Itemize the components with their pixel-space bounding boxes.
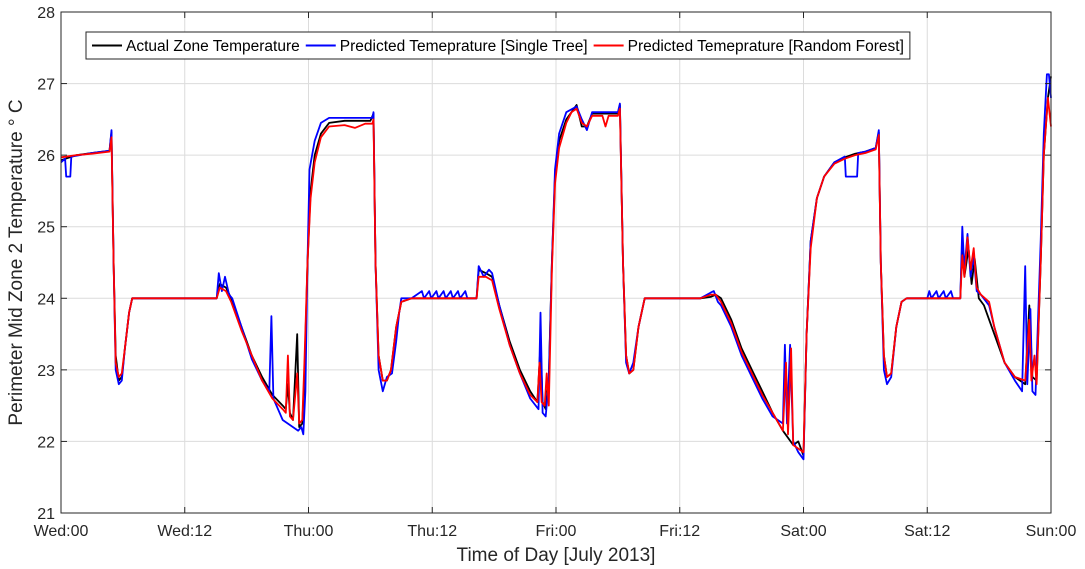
y-tick-label: 28 bbox=[37, 5, 55, 22]
legend-entry-1: Actual Zone Temperature bbox=[126, 38, 300, 55]
x-tick-label: Sat:12 bbox=[904, 523, 950, 540]
x-tick-label: Thu:12 bbox=[407, 523, 457, 540]
x-tick-labels: Wed:00 Wed:12 Thu:00 Thu:12 Fri:00 Fri:12 Sat:… bbox=[34, 523, 1077, 540]
x-tick-label: Thu:00 bbox=[284, 523, 334, 540]
x-tick-label: Sat:00 bbox=[780, 523, 826, 540]
legend-box bbox=[85, 31, 911, 60]
x-tick-label: Wed:12 bbox=[157, 523, 212, 540]
ticks bbox=[60, 11, 1052, 514]
y-tick-label: 25 bbox=[37, 220, 55, 237]
grid bbox=[60, 11, 1052, 514]
series-line-3 bbox=[60, 97, 1052, 454]
legend-entry-2: Predicted Temepratur​e [Single Tree] bbox=[340, 38, 588, 55]
y-tick-label: 21 bbox=[37, 506, 55, 523]
y-axis-label: Perimeter Mid Zone 2 Temperature ° C bbox=[6, 99, 27, 425]
y-tick-labels: 21 22 23 24 25 26 27 28 bbox=[37, 5, 55, 523]
y-tick-label: 26 bbox=[37, 148, 55, 165]
y-tick-label: 24 bbox=[37, 291, 55, 308]
legend: Actual Zone Temperature Predicted Temepra… bbox=[85, 31, 911, 60]
x-tick-label: Wed:00 bbox=[34, 523, 89, 540]
y-tick-label: 23 bbox=[37, 363, 55, 380]
legend-entry-3: Predicted Temepratur​e [Random Forest] bbox=[628, 38, 904, 55]
x-tick-label: Sun:00 bbox=[1026, 523, 1077, 540]
x-tick-label: Fri:00 bbox=[536, 523, 577, 540]
x-axis-label: Time of Day [July 2013] bbox=[457, 545, 656, 566]
y-tick-label: 22 bbox=[37, 434, 55, 451]
x-tick-label: Fri:12 bbox=[659, 523, 700, 540]
series-lines bbox=[60, 73, 1052, 461]
y-tick-label: 27 bbox=[37, 77, 55, 94]
